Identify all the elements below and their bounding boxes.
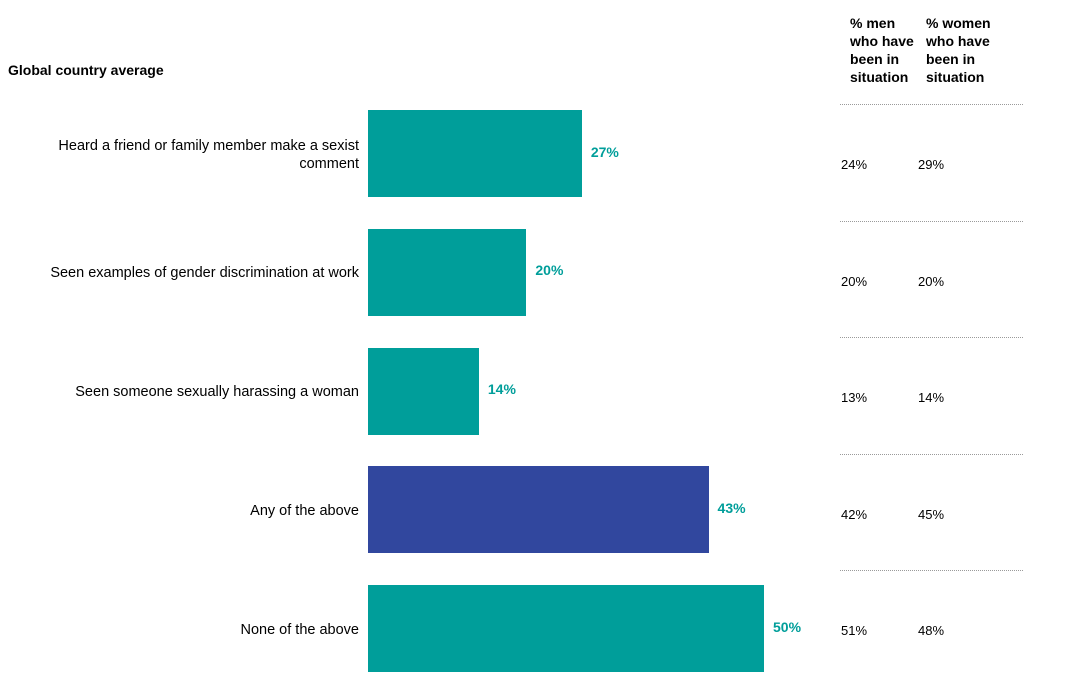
- chart-title: Global country average: [8, 62, 164, 78]
- row-separator: [840, 104, 1023, 105]
- women-percent-cell: 29%: [918, 157, 945, 172]
- value-label: 50%: [773, 618, 802, 635]
- row-separator: [840, 220, 1023, 222]
- category-label: Seen examples of gender discrimination a…: [50, 265, 359, 282]
- row-separator: [840, 337, 1023, 338]
- bar: [368, 466, 709, 554]
- men-percent-cell: 51%: [841, 623, 868, 638]
- category-label: Any of the above: [250, 502, 359, 519]
- row-separator: [840, 570, 1023, 571]
- value-label: 43%: [717, 499, 746, 516]
- category-label: Heard a friend or family member make a s…: [58, 137, 359, 172]
- men-percent-cell: 24%: [841, 157, 868, 172]
- category-label: None of the above: [240, 621, 359, 638]
- men-column-header: % men who have been in situation: [850, 15, 914, 85]
- bar: [368, 347, 479, 435]
- men-percent-cell: 13%: [841, 390, 868, 405]
- women-percent-cell: 20%: [918, 273, 945, 289]
- bar: [368, 585, 764, 672]
- bar: [368, 228, 527, 316]
- women-percent-cell: 48%: [918, 623, 945, 638]
- row-separator: [840, 453, 1023, 455]
- bar: [368, 110, 582, 197]
- men-percent-cell: 42%: [841, 506, 868, 522]
- women-column-header: % women who have been in situation: [926, 15, 991, 85]
- category-label: Seen someone sexually harassing a woman: [75, 384, 359, 400]
- women-percent-cell: 45%: [918, 506, 945, 522]
- men-percent-cell: 20%: [841, 273, 868, 289]
- women-percent-cell: 14%: [918, 390, 945, 405]
- value-label: 20%: [535, 262, 564, 279]
- value-label: 14%: [487, 381, 516, 397]
- value-label: 27%: [590, 143, 619, 160]
